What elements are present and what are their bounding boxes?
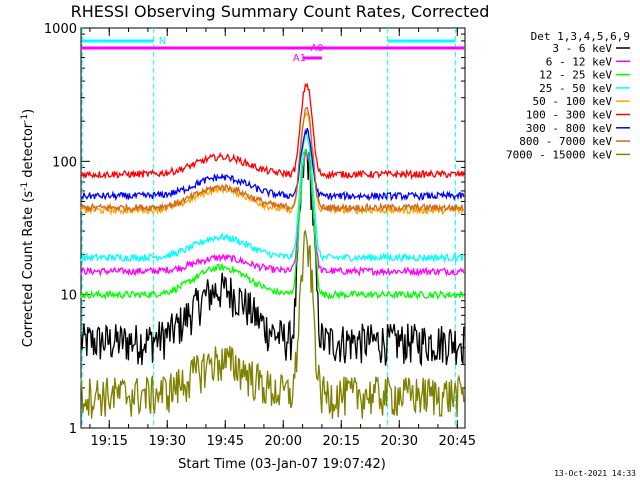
y-tick-label: 100	[52, 155, 77, 170]
attenuator-a1-label: A1	[293, 53, 306, 64]
night-label: N	[159, 36, 166, 47]
legend-header: Det 1,3,4,5,6,9	[531, 30, 630, 43]
legend-label: 25 - 50 keV	[539, 82, 612, 95]
y-axis-label-sup1: -1	[20, 182, 30, 191]
y-axis-label-end: )	[21, 109, 36, 114]
series-line	[80, 82, 465, 181]
series-line	[80, 106, 464, 213]
x-tick-label: 20:00	[265, 434, 302, 449]
legend-label: 800 - 7000 keV	[519, 135, 612, 148]
y-tick-label: 10	[60, 289, 77, 304]
series-line	[80, 127, 465, 202]
series-line	[80, 148, 465, 301]
y-axis-label-mid: detector	[21, 122, 36, 182]
series-line	[80, 148, 465, 367]
y-axis-label-main: Corrected Count Rate (s	[21, 191, 36, 348]
y-axis-label: Corrected Count Rate (s-1 detector-1)	[20, 109, 36, 347]
legend-label: 50 - 100 keV	[533, 95, 613, 108]
x-tick-label: 20:15	[323, 434, 360, 449]
y-tick-label: 1000	[44, 22, 77, 37]
y-tick-label: 1	[69, 422, 77, 437]
series-line	[80, 133, 465, 264]
attenuator-a0-label: A0	[310, 43, 323, 54]
footer-date: 13-Oct-2021 14:33	[554, 469, 636, 478]
y-axis-label-sup2: -1	[20, 114, 30, 123]
x-tick-label: 20:30	[381, 434, 418, 449]
legend-label: 100 - 300 keV	[526, 109, 612, 122]
x-tick-label: 20:45	[439, 434, 476, 449]
chart-title: RHESSI Observing Summary Count Rates, Co…	[71, 2, 490, 21]
legend-label: 3 - 6 keV	[552, 42, 612, 55]
x-tick-label: 19:30	[149, 434, 186, 449]
legend-label: 300 - 800 keV	[526, 122, 612, 135]
legend-label: 6 - 12 keV	[546, 55, 613, 68]
x-axis-label: Start Time (03-Jan-07 19:07:42)	[178, 457, 386, 472]
series-line	[80, 112, 464, 216]
series-line	[80, 149, 465, 278]
x-tick-label: 19:15	[90, 434, 127, 449]
legend-label: 7000 - 15000 keV	[506, 148, 612, 161]
legend-label: 12 - 25 keV	[539, 69, 612, 82]
x-tick-label: 19:45	[207, 434, 244, 449]
series-line	[80, 230, 465, 419]
plot-frame	[80, 27, 466, 429]
